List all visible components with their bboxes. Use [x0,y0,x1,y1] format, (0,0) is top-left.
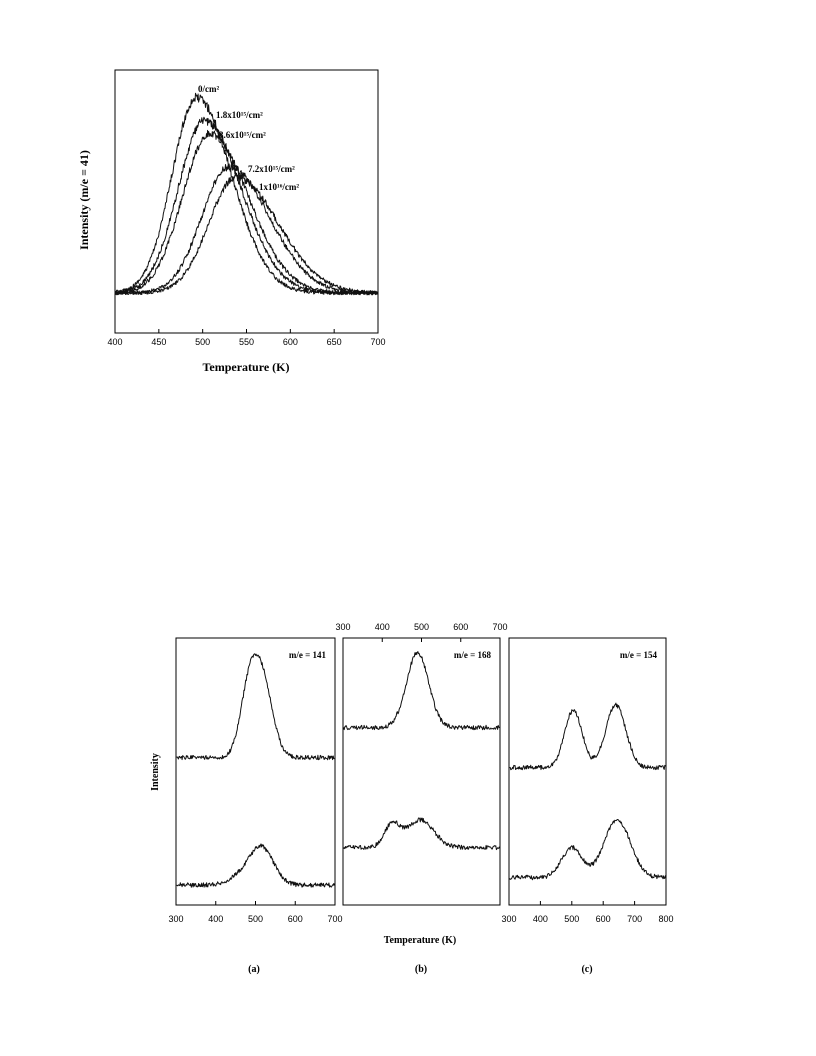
panel-a-trace-0 [176,653,335,761]
top-y-axis-label: Intensity (m/e = 41) [77,150,91,250]
bottom-y-axis-label: Intensity [150,753,161,791]
panel-b-trace-0 [343,651,500,731]
top-series-line-1 [114,116,378,296]
series-label-4: 1x10¹⁶/cm² [259,182,299,192]
series-label-2: 3.6x10¹⁵/cm² [219,130,266,140]
panel-a-trace-1 [176,843,335,888]
panel-a-frame [175,637,336,906]
panel-b-x-tick-label-1: 400 [375,622,390,632]
top-chart: 400 450 500 550 600 650 700 Temperature (K) In… [77,69,386,374]
series-label-0: 0/cm² [198,84,219,94]
top-series-line-2 [114,129,378,296]
bottom-traces-group [176,651,667,888]
series-label-1: 1.8x10¹⁵/cm² [216,110,263,120]
panel-a-label: (a) [248,964,260,975]
bottom-x-axis-label: Temperature (K) [384,935,457,946]
panel-b-x-tick-label-3: 600 [453,622,468,632]
top-x-tick-label-0: 400 [107,337,122,347]
panel-c-x-tick-label-3: 600 [596,914,611,924]
panel-c-trace-0 [509,702,667,771]
top-x-tick-label-2: 500 [195,337,210,347]
panel-b-annotation: m/e = 168 [454,650,492,660]
panel-c-label: (c) [581,964,592,975]
panel-c-x-tick-label-2: 500 [564,914,579,924]
panel-b-trace-1 [343,817,500,851]
top-series-group [114,92,378,296]
panel-b-label: (b) [415,964,427,975]
panel-a-x-tick-label-1: 400 [208,914,223,924]
panel-b-x-tick-label-2: 500 [414,622,429,632]
panel-b-x-tick-label-0: 300 [335,622,350,632]
panel-c-x-tick-label-4: 700 [627,914,642,924]
panel-c-x-tick-label-5: 800 [658,914,673,924]
top-x-tick-label-4: 600 [283,337,298,347]
panel-c-frame [508,637,667,906]
top-x-ticks: 400 450 500 550 600 650 700 [107,329,386,347]
top-x-tick-label-3: 550 [239,337,254,347]
bottom-chart: 300 400 500 600 700 300 400 500 600 700 300 400 500 6… [150,622,674,975]
top-series-line-0 [114,92,378,296]
top-x-tick-label-1: 450 [151,337,166,347]
panel-a-x-tick-label-4: 700 [327,914,342,924]
panel-a-x-tick-label-0: 300 [168,914,183,924]
panel-a-x-tick-label-2: 500 [248,914,263,924]
panel-c-x-tick-label-0: 300 [501,914,516,924]
panel-c-x-tick-label-1: 400 [533,914,548,924]
top-series-line-4 [114,173,378,296]
top-x-tick-label-5: 650 [327,337,342,347]
bottom-x-ticks: 300 400 500 600 700 300 400 500 600 700 300 400 500 6… [168,622,673,924]
series-label-3: 7.2x10¹⁵/cm² [248,164,295,174]
panel-a-annotation: m/e = 141 [289,650,327,660]
panel-a-x-tick-label-3: 600 [288,914,303,924]
panel-c-trace-1 [509,819,667,881]
panel-b-x-tick-label-4: 700 [492,622,507,632]
top-series-line-3 [114,164,378,296]
top-x-tick-label-6: 700 [370,337,385,347]
panel-b-frame [342,637,501,906]
panel-c-annotation: m/e = 154 [620,650,658,660]
top-x-axis-label: Temperature (K) [203,360,290,374]
